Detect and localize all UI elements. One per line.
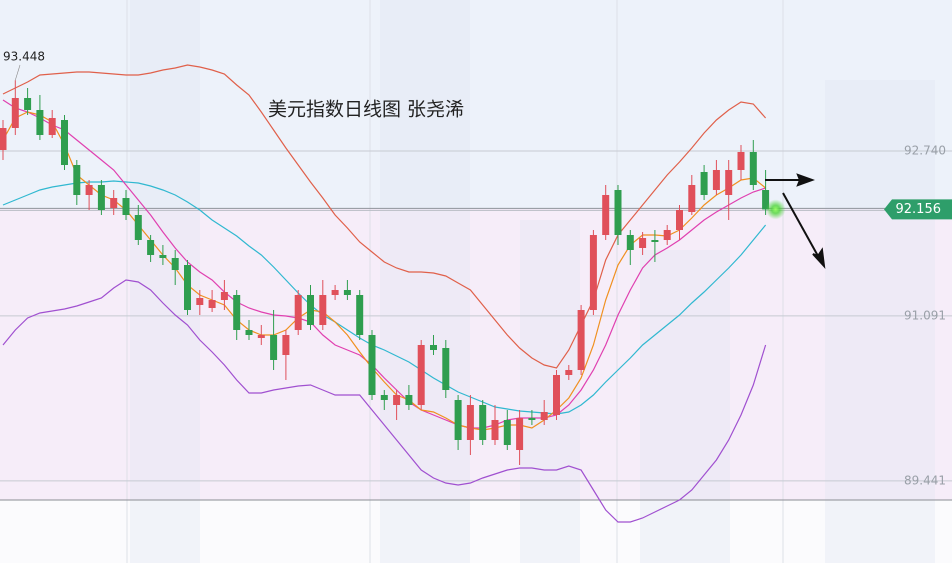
candle-body [516, 418, 524, 450]
high-label-leader [15, 64, 21, 81]
candle-body [196, 298, 204, 305]
candle-body [503, 420, 511, 445]
upper-background [0, 0, 952, 209]
candle-body [122, 198, 130, 215]
candle-body [159, 255, 167, 258]
chart-title: 美元指数日线图 张尧浠 [268, 99, 464, 121]
high-label: 93.448 [3, 50, 45, 64]
candle-body [712, 170, 720, 190]
candle-body [61, 120, 68, 165]
candle-body [0, 128, 7, 150]
candle-body [294, 295, 302, 330]
candle-body [749, 152, 757, 185]
indicator-line [2, 111, 766, 431]
lower-background [0, 209, 952, 500]
candle-body [147, 240, 155, 255]
candle-body [184, 265, 191, 310]
candle-body [380, 395, 388, 400]
indicator-line [2, 99, 766, 429]
candle-body [442, 348, 450, 390]
candle-body [663, 230, 671, 240]
candle-body [540, 412, 548, 420]
indicator-line [2, 180, 767, 415]
candle-body [688, 185, 696, 212]
candle-body [725, 170, 733, 195]
candle-body [11, 98, 19, 128]
candle-body [430, 345, 437, 350]
candle-body [134, 215, 142, 240]
arrow-shaft [782, 192, 819, 257]
bottom-background [0, 500, 952, 563]
candle-body [626, 235, 634, 250]
candle-body [85, 185, 93, 195]
candle-body [368, 335, 376, 395]
candle-body [208, 300, 216, 308]
candle-body [466, 405, 474, 440]
candle-body [676, 210, 683, 230]
candle-body [700, 172, 708, 195]
candle-body [257, 335, 265, 338]
building [520, 220, 580, 563]
current-price-label: 92.156 [896, 202, 942, 217]
candle-body [405, 395, 413, 405]
candle-body [639, 238, 647, 248]
indicator-line [2, 279, 767, 523]
candle-body [307, 295, 314, 325]
candle-body [565, 370, 573, 375]
building [640, 250, 730, 563]
arrow-head [812, 247, 826, 269]
y-tick-label: 89.441 [904, 473, 946, 487]
candle-body [602, 195, 610, 235]
current-price-tag [884, 199, 952, 220]
candle-body [331, 290, 339, 295]
candle-body [48, 118, 56, 135]
candle-body [393, 395, 401, 405]
building [825, 80, 935, 563]
candle-body [479, 405, 487, 440]
candle-body [171, 258, 179, 270]
y-tick-label: 92.740 [904, 144, 946, 158]
candle-body [233, 295, 241, 330]
candle-body [356, 295, 364, 335]
background-buildings [130, 0, 935, 563]
candle-body [343, 290, 351, 295]
candle-body [36, 110, 44, 135]
candle-body [97, 185, 105, 210]
candle-body [614, 190, 622, 235]
candle-body [282, 335, 290, 355]
candle-body [110, 198, 118, 208]
candle-body [737, 152, 745, 170]
candle-body [24, 98, 32, 110]
arrow-head [796, 173, 815, 187]
indicator-line [2, 64, 767, 369]
candle-body [220, 292, 228, 300]
candle-body [319, 295, 327, 325]
candle-body [417, 345, 425, 405]
vertical-grid [126, 0, 784, 563]
candle-body [651, 240, 659, 242]
candle-body [577, 310, 585, 370]
candle-body [73, 165, 81, 195]
candle-body [762, 190, 770, 210]
candle-body [270, 335, 278, 360]
candle-body [589, 235, 597, 310]
candle-body [491, 420, 499, 440]
candle-body [454, 400, 462, 440]
plot-layer [0, 64, 952, 523]
candle-body [528, 418, 536, 420]
arrows [765, 173, 826, 269]
current-price-glow [765, 199, 786, 220]
y-tick-label: 91.091 [904, 308, 946, 322]
candle-body [245, 330, 253, 335]
candle-body [553, 375, 560, 415]
